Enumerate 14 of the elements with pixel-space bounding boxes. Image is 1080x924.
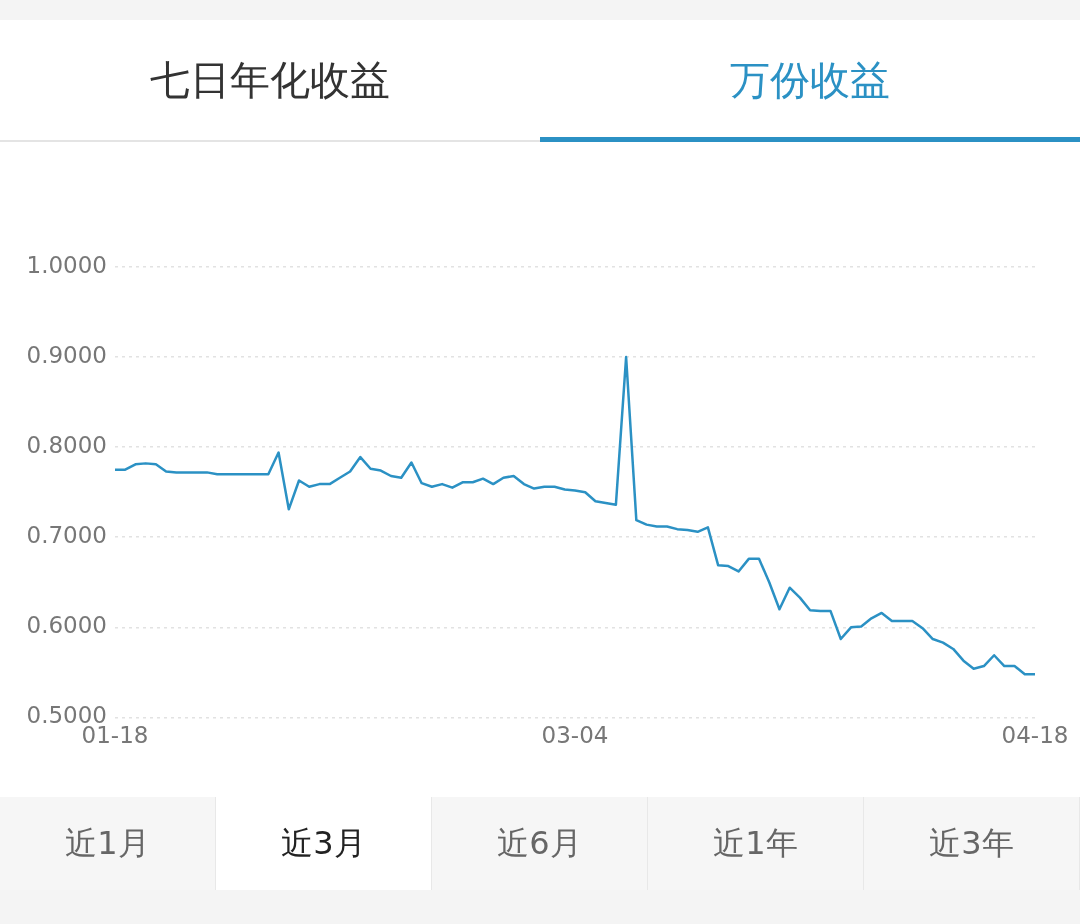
x-tick-label: 03-04 — [541, 722, 609, 749]
y-tick-label: 0.7000 — [26, 522, 107, 549]
x-tick-label: 04-18 — [1001, 722, 1069, 749]
text: 万份收益 — [540, 20, 1080, 140]
text: 近1月 — [0, 797, 216, 890]
y-tick-label: 0.6000 — [26, 612, 107, 639]
y-tick-label: 1.0000 — [26, 251, 107, 278]
text: 近1年 — [648, 797, 864, 890]
y-tick-label: 0.9000 — [26, 342, 107, 369]
y-tick-label: 0.8000 — [26, 432, 107, 459]
text: 近3年 — [864, 797, 1080, 890]
text: 近6月 — [432, 797, 648, 890]
text: 七日年化收益 — [149, 55, 391, 105]
text: 近3月 — [216, 797, 432, 890]
